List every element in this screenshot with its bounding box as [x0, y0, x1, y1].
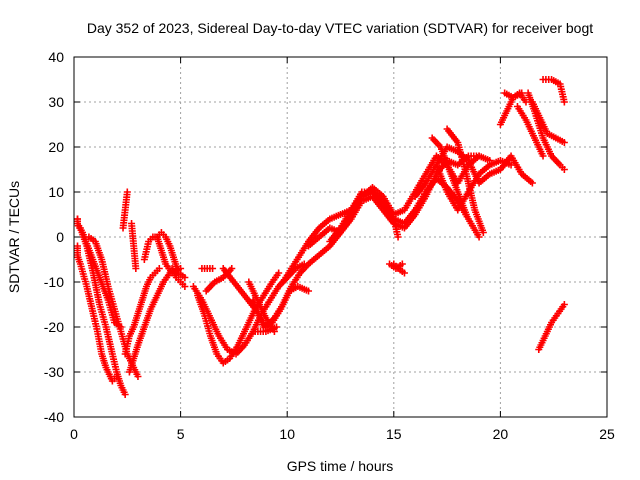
data-point-marker	[518, 89, 526, 97]
data-point-marker	[479, 229, 487, 236]
data-point-marker	[560, 98, 568, 106]
x-tick-label: 0	[70, 426, 78, 442]
data-track	[326, 188, 402, 245]
data-track	[119, 188, 131, 232]
x-tick-label: 10	[279, 426, 295, 442]
data-point-marker	[507, 161, 515, 169]
data-track	[305, 152, 494, 250]
data-track	[125, 269, 174, 376]
data-point-marker	[123, 188, 131, 196]
data-track	[74, 215, 129, 398]
x-axis-label: GPS time / hours	[287, 458, 394, 474]
data-track	[428, 134, 470, 218]
data-track	[249, 283, 313, 331]
data-track	[198, 265, 217, 272]
y-tick-label: 0	[56, 229, 64, 245]
data-point-marker	[398, 260, 406, 268]
y-tick-label: 30	[48, 94, 64, 110]
data-point-marker	[305, 287, 313, 295]
data-point-marker	[560, 166, 568, 173]
data-track	[524, 89, 568, 173]
y-tick-label: 40	[48, 49, 64, 65]
data-point-marker	[181, 274, 189, 281]
y-tick-label: -40	[44, 409, 64, 425]
data-point-marker	[560, 301, 568, 308]
data-point-marker	[273, 323, 281, 331]
data-track	[432, 157, 515, 214]
data-points	[74, 76, 568, 398]
x-tick-label: 15	[386, 426, 402, 442]
y-axis-label: SDTVAR / TECUs	[6, 181, 22, 293]
y-tick-label: -10	[44, 274, 64, 290]
data-track	[128, 220, 140, 272]
data-point-marker	[228, 265, 236, 272]
data-track	[85, 233, 142, 380]
data-track	[539, 76, 568, 106]
data-point-marker	[121, 391, 129, 398]
data-track	[121, 265, 163, 358]
data-point-marker	[394, 233, 402, 241]
data-track	[251, 323, 281, 335]
y-tick-label: 10	[48, 184, 64, 200]
data-point-marker	[539, 152, 547, 160]
data-track	[153, 229, 189, 281]
chart-title: Day 352 of 2023, Sidereal Day-to-day VTE…	[87, 20, 593, 36]
x-tick-label: 20	[493, 426, 509, 442]
data-point-marker	[462, 211, 470, 218]
data-point-marker	[155, 265, 163, 272]
axis-ticks: 0 5 10 15 20 25 -40 -30 -20 -10 0 10 20 30 40	[44, 49, 615, 442]
data-point-marker	[400, 269, 408, 277]
data-point-marker	[181, 283, 189, 290]
data-track	[74, 242, 121, 385]
data-track	[168, 265, 189, 290]
x-tick-label: 25	[599, 426, 615, 442]
y-tick-label: -20	[44, 319, 64, 335]
y-tick-label: 20	[48, 139, 64, 155]
data-point-marker	[275, 269, 283, 277]
data-point-marker	[560, 139, 568, 146]
data-point-marker	[113, 373, 121, 380]
data-point-marker	[134, 373, 142, 380]
data-track	[501, 89, 526, 101]
data-track	[513, 103, 547, 160]
data-point-marker	[475, 233, 483, 241]
y-tick-label: -30	[44, 364, 64, 380]
x-tick-label: 5	[177, 426, 185, 442]
data-point-marker	[132, 265, 140, 272]
data-track	[443, 125, 487, 236]
data-point-marker	[528, 179, 536, 187]
data-track	[386, 260, 406, 272]
data-point-marker	[209, 265, 217, 272]
data-track	[535, 301, 568, 353]
